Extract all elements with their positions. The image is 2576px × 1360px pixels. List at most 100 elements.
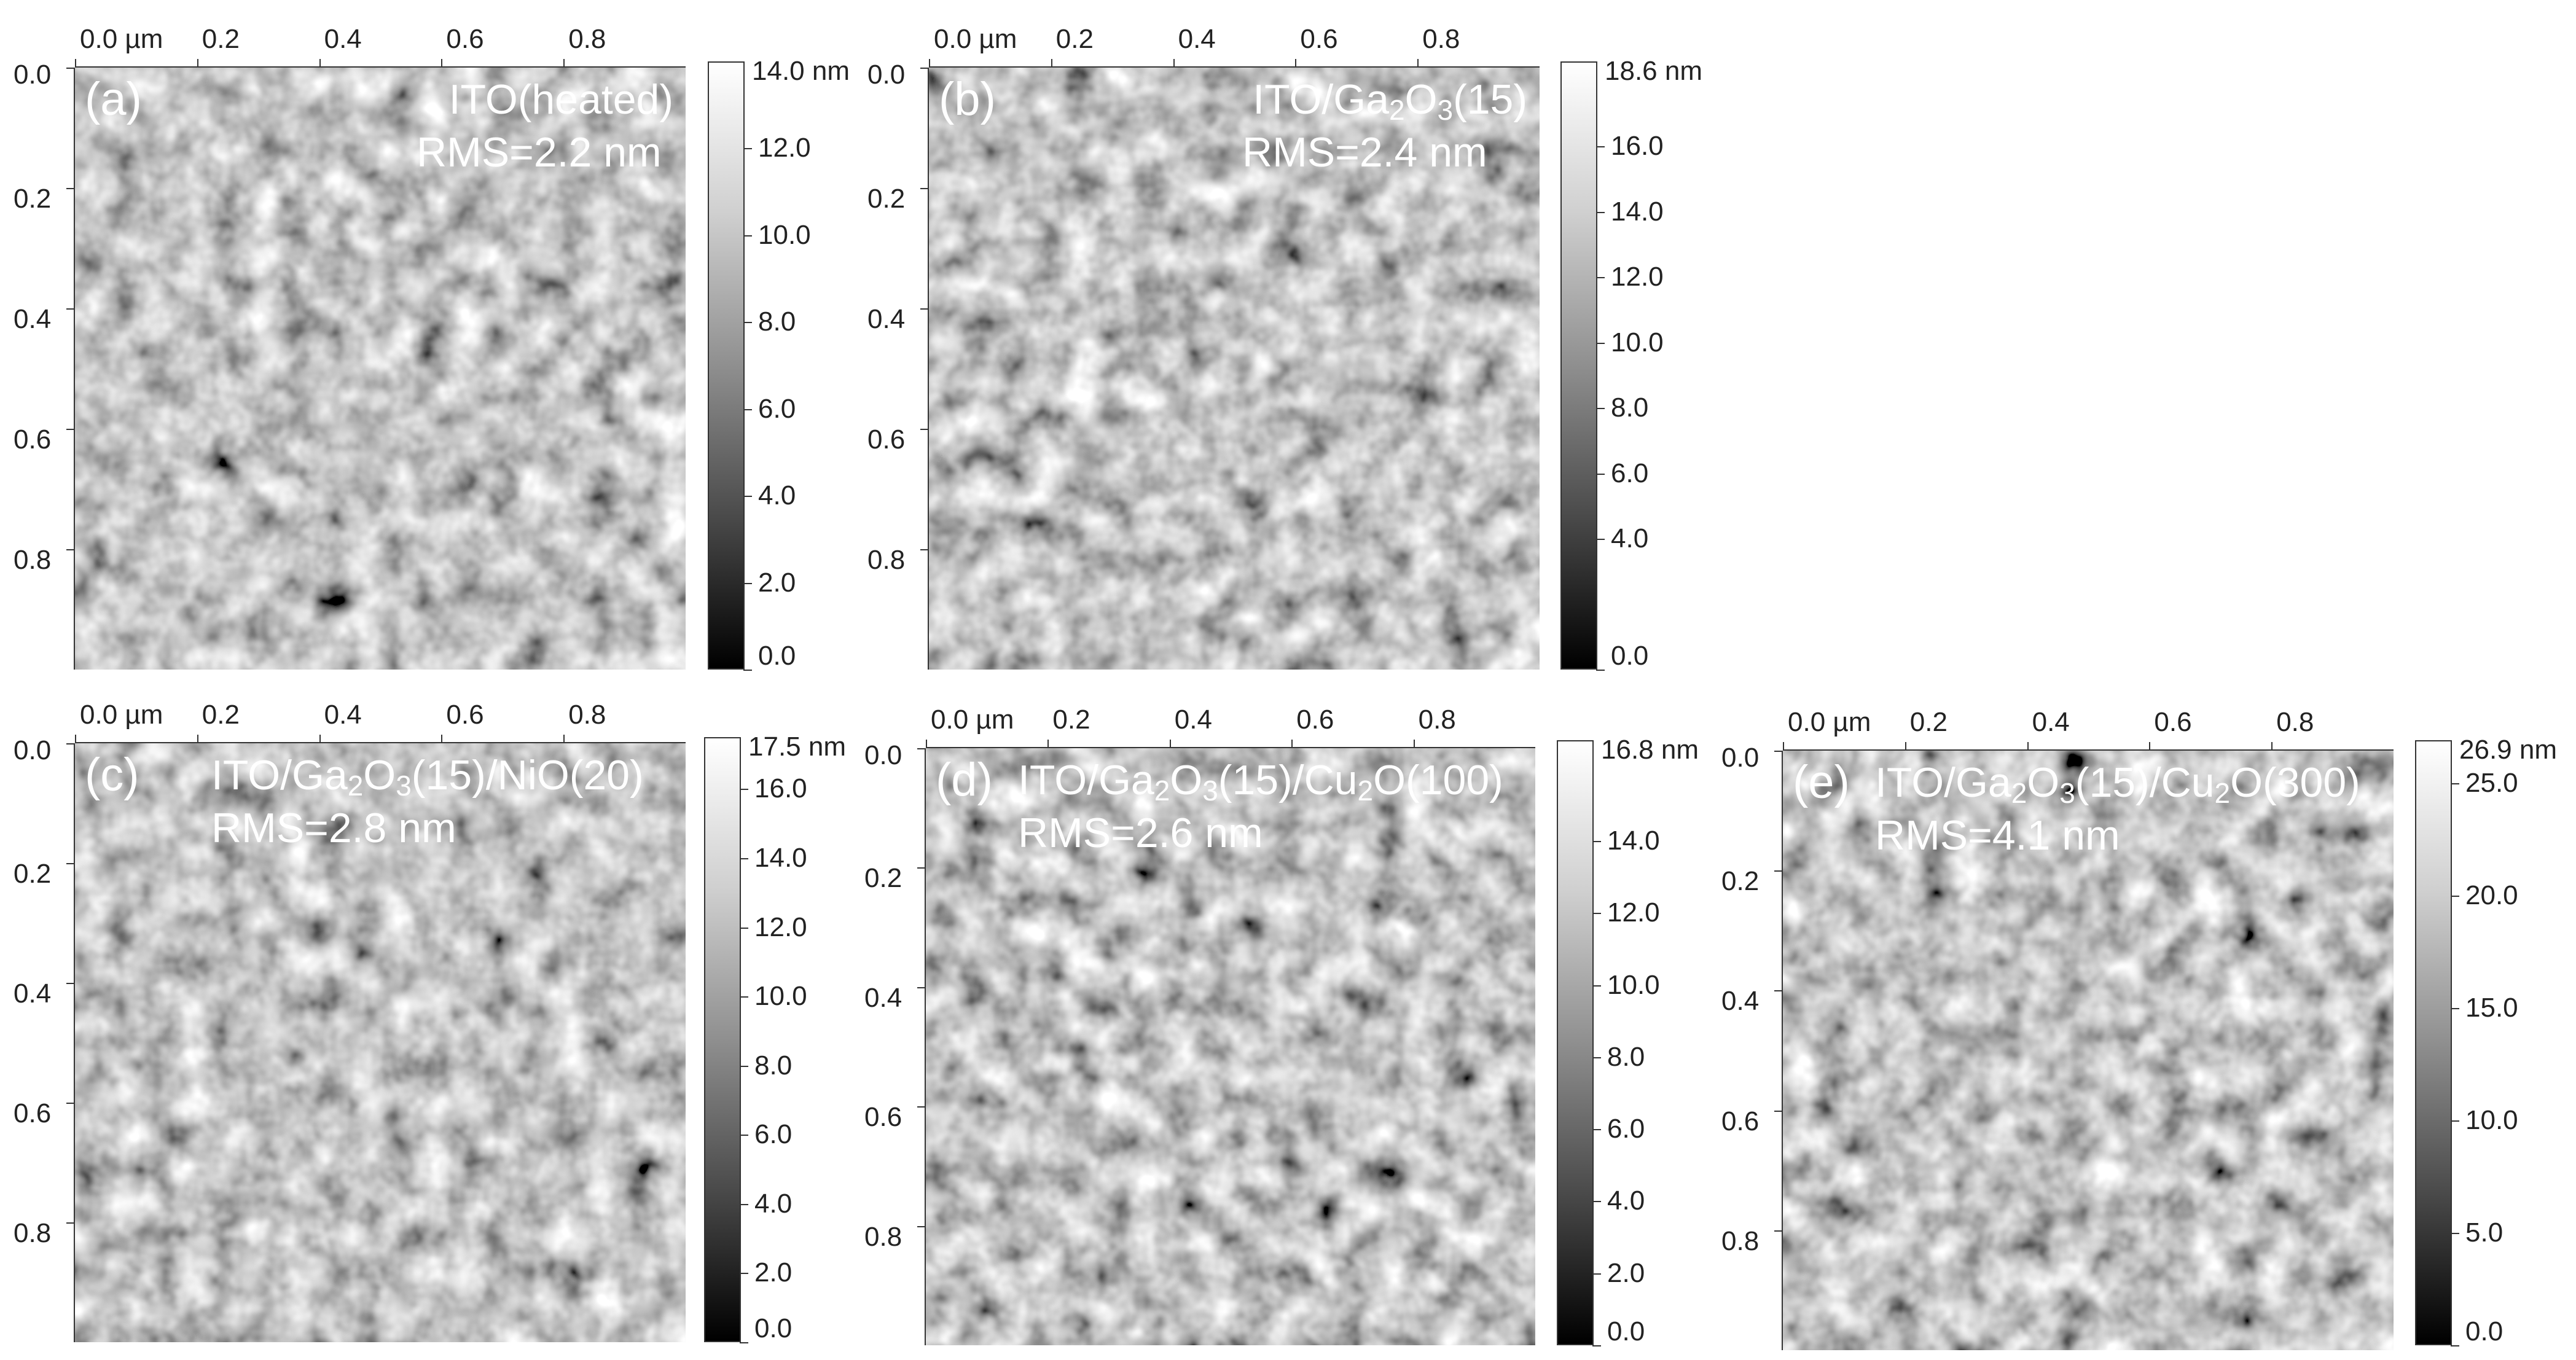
panel-b-colorbar-tick-label: 8.0	[1611, 393, 1649, 423]
panel-d-colorbar-tick	[1592, 913, 1601, 915]
panel-b-y-tick-label: 0.6	[867, 424, 906, 455]
panel-c-colorbar-tick	[740, 996, 748, 998]
panel-e-x-tick	[1783, 742, 1784, 751]
panel-a-x-tick-label: 0.2	[202, 24, 240, 54]
panel-b-y-tick	[920, 308, 929, 310]
panel-a-y-tick	[66, 549, 75, 550]
panel-d-y-axis	[925, 748, 926, 1345]
afm-topography-image	[926, 748, 1535, 1345]
panel-e-y-tick-label: 0.4	[1721, 986, 1760, 1017]
panel-a-x-tick-label: 0.6	[446, 24, 484, 54]
panel-c-x-tick	[75, 735, 76, 743]
panel-e-colorbar-tick-label: 10.0	[2465, 1104, 2518, 1135]
panel-c-colorbar-tick	[740, 927, 748, 929]
panel-c-x-tick	[319, 735, 321, 743]
panel-a-y-tick	[66, 308, 75, 310]
panel-a-x-axis	[75, 66, 686, 68]
panel-e-rms-label: RMS=4.1 nm	[1875, 812, 2120, 859]
panel-c-y-tick	[66, 1222, 75, 1224]
panel-c-y-tick-label: 0.8	[14, 1218, 52, 1248]
panel-a-rms-label: RMS=2.2 nm	[417, 129, 662, 176]
afm-height-map	[1783, 751, 2394, 1350]
panel-c-y-tick-label: 0.6	[14, 1098, 52, 1128]
panel-d-letter: (d)	[936, 754, 993, 806]
panel-d-x-tick-label: 0.4	[1174, 705, 1212, 735]
panel-a-y-tick-label: 0.2	[14, 184, 52, 214]
panel-b-x-tick-label: 0.2	[1055, 24, 1094, 54]
panel-e-y-tick-label: 0.8	[1721, 1225, 1760, 1256]
panel-b-colorbar	[1560, 61, 1597, 670]
panel-a-colorbar-max-label: 14.0 nm	[752, 56, 850, 86]
panel-c-rms-label: RMS=2.8 nm	[211, 805, 456, 851]
panel-e-x-tick-label: 0.4	[2032, 707, 2070, 737]
panel-d-x-tick-label: 0.2	[1052, 705, 1090, 735]
panel-a-colorbar-tick	[743, 322, 752, 324]
panel-b-y-tick	[920, 188, 929, 189]
panel-b-x-tick-label: 0.8	[1422, 24, 1460, 54]
panel-e-colorbar	[2415, 740, 2452, 1345]
panel-a-colorbar-tick	[743, 496, 752, 498]
panel-c-y-tick	[66, 743, 75, 744]
panel-b-letter: (b)	[939, 73, 996, 125]
panel-d-x-tick-label: 0.0 µm	[931, 705, 1014, 735]
panel-b-colorbar-tick-label: 14.0	[1611, 196, 1664, 227]
panel-e-colorbar-tick-label: 25.0	[2465, 767, 2518, 798]
panel-d-colorbar-tick	[1592, 1129, 1601, 1131]
panel-e-y-tick	[1774, 870, 1783, 872]
panel-d-colorbar-tick	[1592, 1057, 1601, 1058]
panel-c-x-tick	[563, 735, 565, 743]
panel-e-y-tick-label: 0.0	[1721, 743, 1760, 773]
panel-c-colorbar-tick-label: 8.0	[754, 1050, 793, 1081]
panel-d-y-tick	[917, 748, 926, 749]
panel-e-x-tick	[2271, 742, 2273, 751]
panel-c-letter: (c)	[85, 749, 139, 801]
panel-c-y-tick-label: 0.4	[14, 979, 52, 1009]
panel-b-x-axis	[929, 66, 1540, 68]
panel-b-y-tick-label: 0.0	[867, 60, 906, 90]
panel-a-colorbar-tick	[743, 582, 752, 584]
panel-c-y-axis	[74, 743, 75, 1342]
panel-d-x-axis	[926, 747, 1535, 748]
panel-a-y-tick-label: 0.4	[14, 304, 52, 334]
panel-a-sample-label: ITO(heated)	[448, 76, 673, 123]
panel-a-y-tick	[66, 188, 75, 189]
panel-a-x-tick-label: 0.8	[568, 24, 606, 54]
panel-c-x-tick	[441, 735, 443, 743]
panel-b-x-tick-label: 0.0 µm	[934, 24, 1017, 54]
panel-e-y-tick	[1774, 1110, 1783, 1112]
panel-b-colorbar-tick-label: 6.0	[1611, 458, 1649, 488]
panel-a-colorbar-tick-label: 12.0	[758, 133, 811, 163]
panel-e-colorbar-tick-label: 15.0	[2465, 992, 2518, 1023]
panel-c-x-tick-label: 0.8	[568, 700, 606, 730]
afm-height-map	[75, 743, 686, 1342]
panel-e-x-tick	[2149, 742, 2151, 751]
panel-c-colorbar-tick-label: 0.0	[754, 1313, 793, 1343]
panel-d-colorbar-tick-label: 6.0	[1607, 1114, 1645, 1144]
panel-a-x-tick	[197, 59, 198, 68]
panel-d-colorbar-tick	[1592, 985, 1601, 987]
panel-c-colorbar	[704, 737, 741, 1342]
panel-c-colorbar-tick	[740, 1342, 748, 1343]
panel-e-sample-label: ITO/Ga2O3(15)/Cu2O(300)	[1875, 759, 2360, 809]
panel-a-colorbar-tick	[743, 670, 752, 671]
panel-a-colorbar-tick-label: 8.0	[758, 307, 796, 337]
panel-c-colorbar-tick-label: 6.0	[754, 1119, 793, 1150]
panel-d-colorbar-tick-label: 12.0	[1607, 897, 1660, 928]
panel-a-colorbar-tick-label: 0.0	[758, 641, 796, 671]
panel-c-x-tick-label: 0.2	[202, 700, 240, 730]
panel-c-y-tick	[66, 983, 75, 984]
panel-d-colorbar	[1557, 740, 1594, 1345]
panel-e-colorbar-tick-label: 0.0	[2465, 1316, 2504, 1346]
panel-c-image	[75, 743, 686, 1342]
panel-b-x-tick	[929, 59, 930, 68]
panel-b-colorbar-tick	[1596, 211, 1605, 213]
panel-d-x-tick	[1169, 740, 1171, 748]
panel-b-colorbar-tick-label: 16.0	[1611, 131, 1664, 162]
panel-b-colorbar-tick	[1596, 146, 1605, 148]
panel-c-colorbar-tick	[740, 1203, 748, 1205]
panel-a-y-tick-label: 0.8	[14, 545, 52, 575]
panel-d-colorbar-tick-label: 8.0	[1607, 1041, 1645, 1072]
panel-d-colorbar-tick-label: 2.0	[1607, 1257, 1645, 1288]
panel-c-colorbar-max-label: 17.5 nm	[748, 732, 846, 762]
panel-d-colorbar-tick-label: 10.0	[1607, 969, 1660, 1000]
